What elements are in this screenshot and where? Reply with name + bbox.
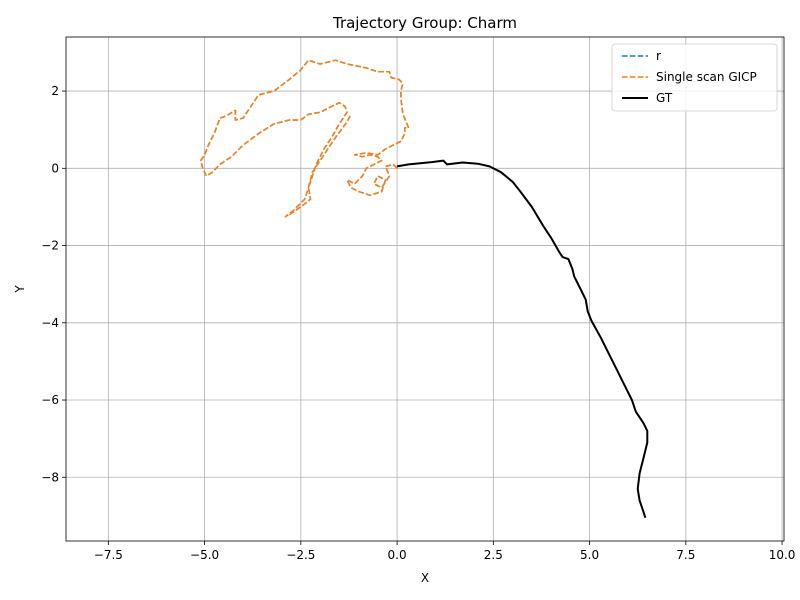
axes-frame xyxy=(65,36,785,542)
legend-label-0: r xyxy=(656,49,661,63)
legend-label-2: GT xyxy=(656,91,673,105)
grid xyxy=(66,37,784,541)
y-ticks: −8 −6 −4 −2 0 2 xyxy=(41,84,66,484)
x-tick-label: −5.0 xyxy=(190,548,219,562)
y-tick-label: 2 xyxy=(51,84,59,98)
y-tick-label: −6 xyxy=(41,393,59,407)
series-line-1 xyxy=(199,59,410,218)
x-ticks: −7.5 −5.0 −2.5 0.0 2.5 5.0 7.5 10.0 xyxy=(94,541,796,562)
plot-area xyxy=(199,59,649,519)
x-tick-label: −7.5 xyxy=(94,548,123,562)
x-tick-label: 7.5 xyxy=(676,548,695,562)
chart-title: Trajectory Group: Charm xyxy=(332,14,517,32)
x-tick-label: 0.0 xyxy=(388,548,407,562)
x-tick-label: 2.5 xyxy=(484,548,503,562)
y-tick-label: −8 xyxy=(41,470,59,484)
legend-box xyxy=(611,43,778,112)
series-line-2 xyxy=(396,159,649,519)
y-axis-label: Y xyxy=(13,285,27,294)
x-axis-label: X xyxy=(421,571,429,585)
y-tick-label: −4 xyxy=(41,316,59,330)
x-tick-label: −2.5 xyxy=(286,548,315,562)
legend-label-1: Single scan GICP xyxy=(656,70,757,84)
x-tick-label: 10.0 xyxy=(769,548,796,562)
y-tick-label: 0 xyxy=(51,161,59,175)
x-tick-label: 5.0 xyxy=(580,548,599,562)
y-tick-label: −2 xyxy=(41,239,59,253)
legend: r Single scan GICP GT xyxy=(611,43,778,112)
